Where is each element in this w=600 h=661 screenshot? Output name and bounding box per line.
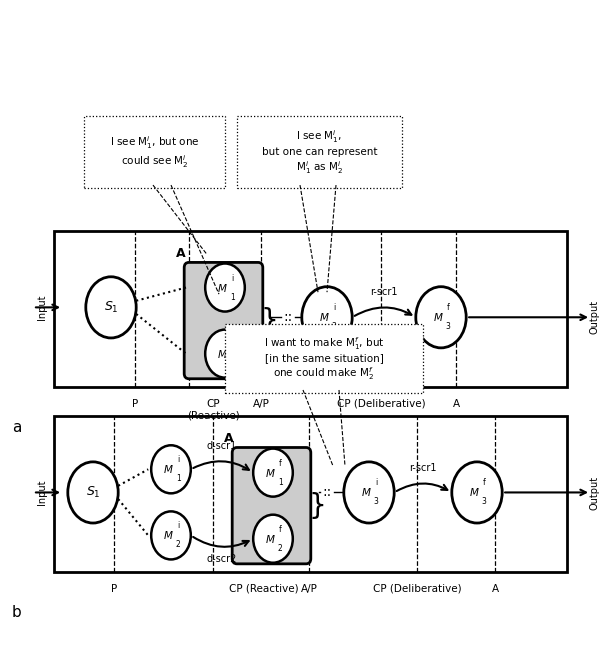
Text: $S_1$: $S_1$: [104, 300, 118, 315]
Text: i: i: [231, 274, 233, 282]
Text: Input: Input: [37, 480, 47, 505]
Ellipse shape: [302, 287, 352, 348]
FancyBboxPatch shape: [84, 116, 225, 188]
Text: $M$: $M$: [265, 533, 276, 545]
Ellipse shape: [151, 446, 191, 493]
Text: i: i: [231, 340, 233, 348]
Text: 2: 2: [278, 544, 283, 553]
Ellipse shape: [86, 277, 136, 338]
Text: I see M$_1^i$,
but one can represent
M$_1^i$ as M$_2^i$: I see M$_1^i$, but one can represent M$_…: [262, 128, 377, 176]
Text: }: }: [261, 307, 279, 334]
Ellipse shape: [68, 462, 118, 523]
Text: A/P: A/P: [301, 584, 317, 594]
Ellipse shape: [416, 287, 466, 348]
Text: d-scr1: d-scr1: [207, 441, 237, 451]
Text: }: }: [309, 492, 327, 520]
Ellipse shape: [151, 512, 191, 559]
Text: P: P: [132, 399, 138, 408]
Text: Input: Input: [37, 295, 47, 320]
Text: $S_1$: $S_1$: [86, 485, 100, 500]
Text: 3: 3: [482, 498, 487, 506]
FancyBboxPatch shape: [237, 116, 402, 188]
Text: A/P: A/P: [253, 399, 269, 408]
Ellipse shape: [253, 515, 293, 563]
FancyBboxPatch shape: [184, 262, 263, 379]
Text: i: i: [177, 522, 179, 530]
Text: $M$: $M$: [265, 467, 276, 479]
Text: 3: 3: [332, 323, 337, 331]
Text: CP
(Reactive): CP (Reactive): [187, 399, 239, 420]
Text: 1: 1: [278, 478, 283, 486]
Text: CP (Reactive): CP (Reactive): [229, 584, 299, 594]
Text: 3: 3: [446, 323, 451, 331]
FancyBboxPatch shape: [225, 324, 423, 393]
Text: $M$: $M$: [163, 463, 174, 475]
Text: ::: ::: [283, 310, 293, 325]
Text: r-scr1: r-scr1: [409, 463, 437, 473]
Text: i: i: [375, 479, 377, 487]
Text: $M$: $M$: [433, 311, 444, 323]
FancyBboxPatch shape: [232, 447, 311, 564]
Text: A: A: [491, 584, 499, 594]
Text: $M$: $M$: [319, 311, 330, 323]
Text: 1: 1: [230, 293, 235, 301]
Ellipse shape: [205, 330, 245, 377]
Ellipse shape: [205, 264, 245, 311]
Text: f: f: [483, 479, 485, 487]
Text: $M$: $M$: [217, 348, 228, 360]
Bar: [54, 231, 567, 387]
Text: f: f: [447, 303, 449, 312]
Text: $M$: $M$: [217, 282, 228, 293]
Text: f: f: [279, 525, 281, 533]
Text: CP (Deliberative): CP (Deliberative): [337, 399, 425, 408]
Text: ::: ::: [322, 485, 332, 500]
Text: 3: 3: [374, 498, 379, 506]
Text: f: f: [279, 459, 281, 467]
Ellipse shape: [452, 462, 502, 523]
Text: Output: Output: [589, 300, 599, 334]
Text: A: A: [452, 399, 460, 408]
Text: I see M$_1^i$, but one
could see M$_2^i$: I see M$_1^i$, but one could see M$_2^i$: [110, 134, 199, 170]
Text: P: P: [111, 584, 117, 594]
Text: $M$: $M$: [163, 529, 174, 541]
Text: b: b: [12, 605, 22, 620]
Text: 2: 2: [230, 359, 235, 368]
Text: $M$: $M$: [469, 486, 480, 498]
Bar: [54, 416, 567, 572]
Text: A: A: [176, 247, 186, 260]
Text: r-scr1: r-scr1: [370, 288, 398, 297]
Text: a: a: [12, 420, 22, 435]
Text: i: i: [333, 303, 335, 312]
Text: i: i: [177, 455, 179, 464]
Ellipse shape: [253, 449, 293, 496]
Text: $M$: $M$: [361, 486, 372, 498]
Text: CP (Deliberative): CP (Deliberative): [373, 584, 461, 594]
Text: d-scr2: d-scr2: [207, 554, 237, 564]
Ellipse shape: [344, 462, 394, 523]
Text: A: A: [224, 432, 234, 445]
Text: 1: 1: [176, 475, 181, 483]
Text: Output: Output: [589, 475, 599, 510]
Text: 2: 2: [176, 541, 181, 549]
Text: I want to make M$_1^f$, but
[in the same situation]
one could make M$_2^f$: I want to make M$_1^f$, but [in the same…: [263, 335, 385, 382]
